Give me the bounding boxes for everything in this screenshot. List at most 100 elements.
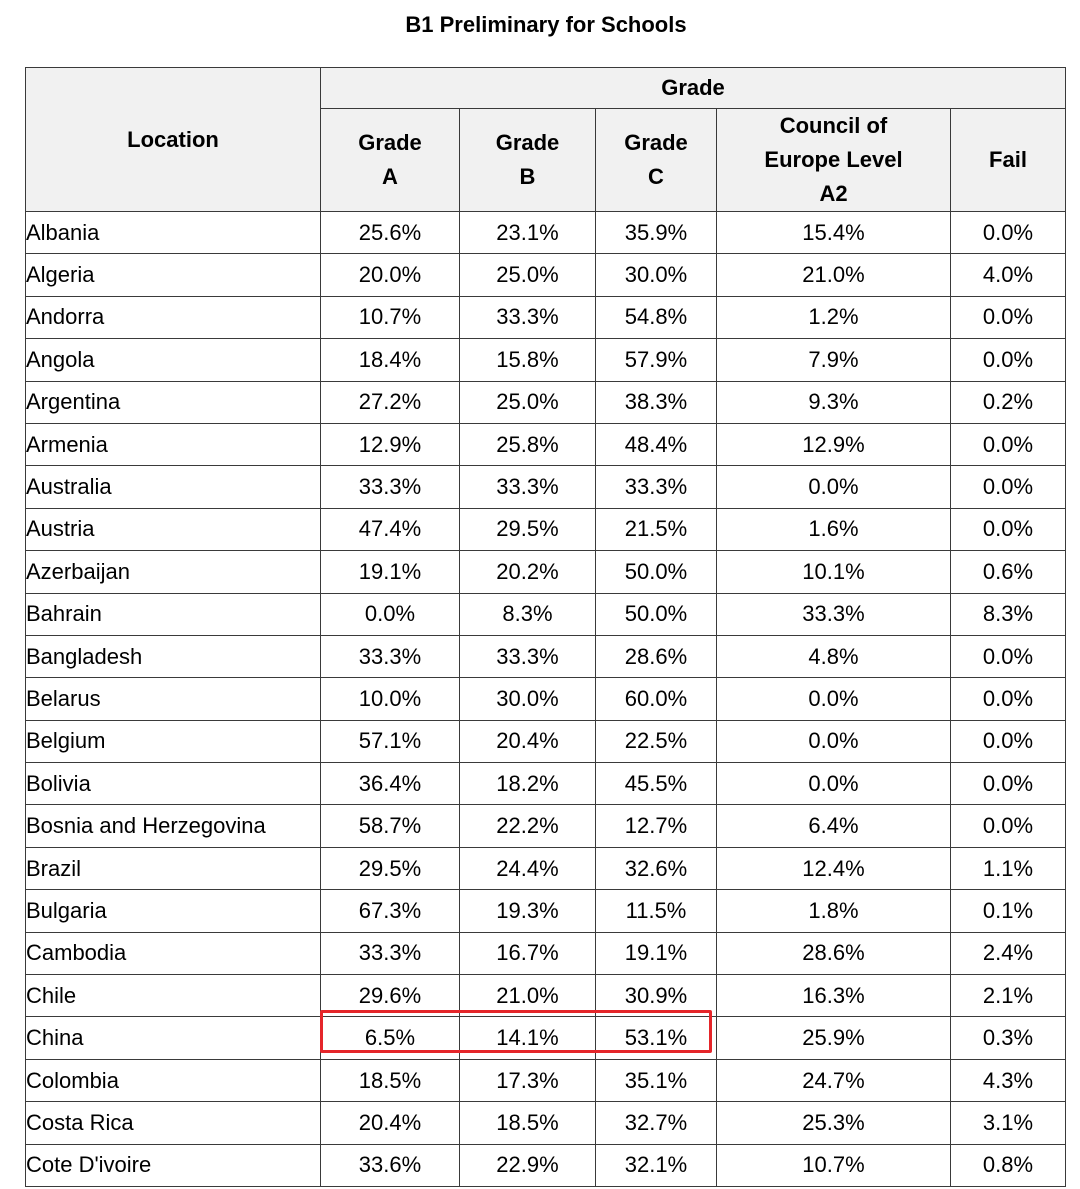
table-row: Austria 47.4% 29.5% 21.5% 1.6% 0.0% [25,507,1066,552]
location-cell: Australia [25,465,321,509]
grade-c-cell: 45.5% [595,762,717,806]
grade-a-cell: 18.5% [320,1058,460,1103]
council-a2-cell: 0.0% [716,677,951,721]
grade-c-cell: 57.9% [595,338,717,382]
table-row: Armenia 12.9% 25.8% 48.4% 12.9% 0.0% [25,422,1066,467]
header-line: C [648,164,664,189]
grade-b-cell: 33.3% [459,634,596,679]
fail-cell: 0.6% [950,550,1066,594]
fail-cell: 0.0% [950,507,1066,552]
grade-b-cell: 18.2% [459,762,596,806]
grade-a-cell: 12.9% [320,422,460,467]
grade-c-cell: 53.1% [595,1016,717,1060]
table-row: Chile 29.6% 21.0% 30.9% 16.3% 2.1% [25,974,1066,1018]
grade-a-cell: 33.3% [320,931,460,976]
fail-cell: 0.0% [950,804,1066,848]
grade-b-cell: 22.2% [459,804,596,848]
table-row: Cote D'ivoire 33.6% 22.9% 32.1% 10.7% 0.8% [25,1143,1066,1187]
council-a2-cell: 21.0% [716,253,951,297]
table-row: Belgium 57.1% 20.4% 22.5% 0.0% 0.0% [25,719,1066,764]
grade-a-cell: 67.3% [320,889,460,933]
council-a2-cell: 0.0% [716,719,951,764]
grade-b-cell: 22.9% [459,1143,596,1187]
fail-cell: 1.1% [950,846,1066,891]
grade-c-cell: 35.9% [595,210,717,255]
header-line: Council of [779,113,888,138]
table-row: Cambodia 33.3% 16.7% 19.1% 28.6% 2.4% [25,931,1066,976]
table-row: China 6.5% 14.1% 53.1% 25.9% 0.3% [25,1016,1066,1060]
grade-a-cell: 19.1% [320,550,460,594]
location-cell: Argentina [25,380,321,424]
table-row: Bolivia 36.4% 18.2% 45.5% 0.0% 0.0% [25,762,1066,806]
fail-cell: 8.3% [950,592,1066,636]
grade-b-cell: 21.0% [459,974,596,1018]
fail-cell: 0.2% [950,380,1066,424]
fail-cell: 0.0% [950,338,1066,382]
location-cell: Belgium [25,719,321,764]
grade-a-cell: 33.3% [320,465,460,509]
table-row: Andorra 10.7% 33.3% 54.8% 1.2% 0.0% [25,295,1066,340]
location-cell: Albania [25,210,321,255]
header-line: Grade [358,130,422,155]
grade-b-cell: 33.3% [459,295,596,340]
grade-b-cell: 25.0% [459,380,596,424]
grade-c-cell: 32.6% [595,846,717,891]
council-a2-header: Council of Europe Level A2 [716,108,951,212]
location-cell: Bangladesh [25,634,321,679]
table-row: Bahrain 0.0% 8.3% 50.0% 33.3% 8.3% [25,592,1066,636]
council-a2-cell: 28.6% [716,931,951,976]
header-line: A2 [819,181,848,206]
grade-b-cell: 19.3% [459,889,596,933]
grade-c-cell: 30.9% [595,974,717,1018]
council-a2-cell: 12.4% [716,846,951,891]
grade-b-cell: 25.0% [459,253,596,297]
fail-cell: 0.0% [950,465,1066,509]
grade-b-cell: 20.2% [459,550,596,594]
grade-c-header: Grade C [595,108,717,212]
location-cell: Angola [25,338,321,382]
grade-a-cell: 33.3% [320,634,460,679]
grade-c-cell: 50.0% [595,592,717,636]
grade-c-cell: 32.1% [595,1143,717,1187]
grade-a-cell: 25.6% [320,210,460,255]
grade-a-cell: 33.6% [320,1143,460,1187]
grade-a-cell: 10.0% [320,677,460,721]
location-cell: Austria [25,507,321,552]
location-header: Location [25,67,321,212]
table-row: Bulgaria 67.3% 19.3% 11.5% 1.8% 0.1% [25,889,1066,933]
grade-b-cell: 16.7% [459,931,596,976]
grade-b-cell: 23.1% [459,210,596,255]
table-row: Brazil 29.5% 24.4% 32.6% 12.4% 1.1% [25,846,1066,891]
grade-b-cell: 17.3% [459,1058,596,1103]
location-cell: Bosnia and Herzegovina [25,804,321,848]
table-row: Bosnia and Herzegovina 58.7% 22.2% 12.7% 6.4… [25,804,1066,848]
grade-c-cell: 54.8% [595,295,717,340]
table-row: Algeria 20.0% 25.0% 30.0% 21.0% 4.0% [25,253,1066,297]
fail-cell: 0.0% [950,719,1066,764]
grade-c-cell: 38.3% [595,380,717,424]
fail-cell: 0.0% [950,677,1066,721]
location-cell: Bolivia [25,762,321,806]
fail-cell: 0.0% [950,762,1066,806]
grade-a-cell: 57.1% [320,719,460,764]
location-cell: Cambodia [25,931,321,976]
grade-c-cell: 48.4% [595,422,717,467]
fail-cell: 0.0% [950,295,1066,340]
header-line: Fail [989,147,1027,172]
fail-cell: 4.3% [950,1058,1066,1103]
grade-a-cell: 36.4% [320,762,460,806]
location-cell: Belarus [25,677,321,721]
council-a2-cell: 33.3% [716,592,951,636]
grade-b-cell: 30.0% [459,677,596,721]
location-cell: Costa Rica [25,1101,321,1145]
location-cell: Andorra [25,295,321,340]
grade-a-cell: 20.4% [320,1101,460,1145]
grade-c-cell: 11.5% [595,889,717,933]
grade-c-cell: 12.7% [595,804,717,848]
council-a2-cell: 9.3% [716,380,951,424]
fail-cell: 0.0% [950,634,1066,679]
fail-cell: 0.0% [950,422,1066,467]
grade-a-cell: 18.4% [320,338,460,382]
header-line: Grade [495,130,560,155]
table-row: Azerbaijan 19.1% 20.2% 50.0% 10.1% 0.6% [25,550,1066,594]
